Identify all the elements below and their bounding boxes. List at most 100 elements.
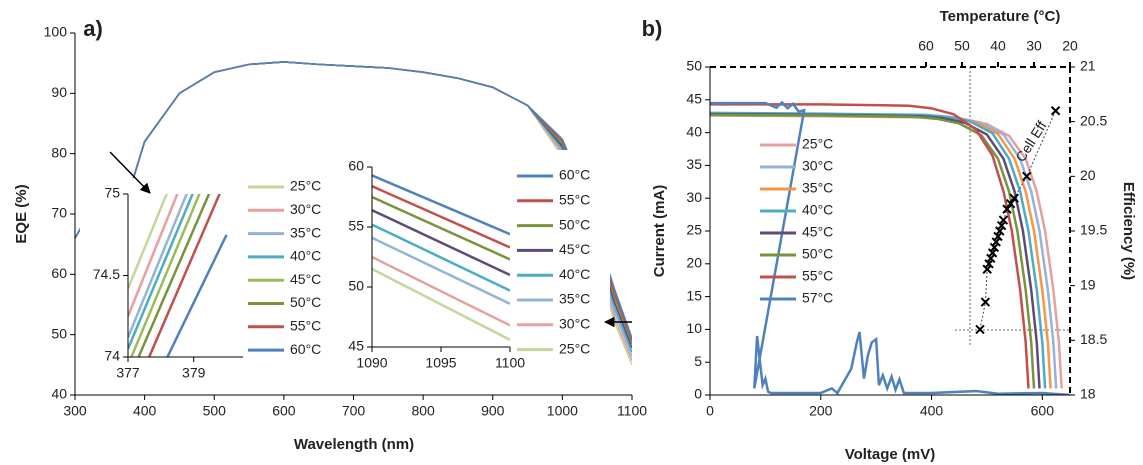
series-line	[128, 194, 188, 338]
x-tick-label: 500	[203, 403, 227, 419]
series-line	[128, 194, 168, 290]
arrow	[109, 151, 151, 194]
y-tick-label: 74	[104, 348, 120, 364]
x-tick-label: 800	[411, 403, 435, 419]
x-tick-label: 379	[182, 365, 206, 381]
panel-b: Cell Eff 0 200 400 600 0 5 10 15 20 25 30 35 40 45 50 18…	[642, 8, 1137, 463]
legend-label: 50°C	[802, 246, 833, 262]
x-tick-label: 1090	[356, 355, 387, 371]
panel-label: a)	[83, 16, 103, 41]
series-line	[710, 100, 1070, 395]
x2-axis-label: Temperature (°C)	[940, 8, 1061, 25]
legend-label: 50°C	[559, 216, 590, 232]
legend-label: 40°C	[559, 266, 590, 282]
series-line	[372, 223, 510, 292]
x-tick-label: 1100	[495, 355, 525, 371]
series-line	[372, 267, 510, 341]
y2-tick-label: 21	[1080, 58, 1096, 74]
legend-label: 45°C	[559, 241, 590, 257]
y-tick-label: 5	[694, 353, 702, 369]
legend-label: 55°C	[290, 318, 321, 334]
y-tick-label: 50	[348, 278, 364, 294]
x-tick-label: 400	[920, 403, 944, 419]
series-line	[128, 194, 179, 317]
y-tick-label: 20	[686, 255, 702, 271]
x-tick-label: 0	[706, 403, 714, 419]
inset-ii: 1090 1095 1100 45 50 55 60 60°C 55°C 50°C 45°C 40°C…	[348, 158, 590, 371]
series-line	[137, 194, 211, 357]
panel-label: b)	[642, 16, 663, 41]
y-tick-label: 40	[51, 386, 67, 402]
legend-label: 35°C	[290, 224, 321, 240]
y-tick-label: 100	[44, 24, 68, 40]
series-line	[710, 111, 1047, 389]
series-line	[710, 103, 1030, 389]
efficiency-point	[989, 242, 1000, 253]
y-tick-label: 0	[694, 386, 702, 402]
legend-label: 50°C	[290, 294, 321, 310]
legend-label: 25°C	[559, 340, 590, 356]
series-line	[372, 209, 510, 277]
series-line	[130, 194, 201, 357]
y-tick-label: 35	[686, 156, 702, 172]
x-tick-label: 1000	[547, 403, 578, 419]
x-axis-label: Voltage (mV)	[845, 446, 936, 463]
x2-tick-label: 20	[1062, 38, 1078, 54]
x-tick-label: 700	[342, 403, 366, 419]
legend-label: 35°C	[802, 180, 833, 196]
y-tick-label: 40	[686, 123, 702, 139]
legend-label: 40°C	[290, 248, 321, 264]
legend-label: 30°C	[559, 316, 590, 332]
efficiency-point	[991, 237, 1001, 247]
y-axis-label: Current (mA)	[651, 185, 668, 278]
y2-axis-label: Efficiency (%)	[1120, 182, 1137, 280]
efficiency-point	[995, 226, 1005, 236]
efficiency-point	[1050, 106, 1061, 116]
series-line	[166, 234, 228, 357]
trend-line	[979, 110, 1057, 330]
y2-tick-label: 18.5	[1080, 331, 1107, 347]
x2-tick-label: 50	[954, 38, 970, 54]
x-tick-label: 600	[272, 403, 296, 419]
x-tick-label: 900	[481, 403, 505, 419]
y-tick-label: 15	[686, 287, 702, 303]
series-line	[372, 236, 510, 305]
legend-label: 30°C	[290, 201, 321, 217]
y-tick-label: 45	[348, 338, 364, 354]
x-tick-label: 400	[133, 403, 157, 419]
x-tick-label: 1100	[617, 403, 647, 419]
y-tick-label: 60	[348, 158, 364, 174]
plot-area	[372, 174, 510, 341]
series-annotation: Cell Eff	[1012, 118, 1049, 165]
y-tick-label: 70	[51, 205, 67, 221]
legend-label: 60°C	[559, 167, 590, 183]
y-tick-label: 50	[51, 325, 67, 341]
efficiency-point	[996, 220, 1007, 231]
y-tick-label: 25	[686, 222, 702, 238]
legend-label: 45°C	[290, 271, 321, 287]
legend-label: 40°C	[802, 202, 833, 218]
y-tick-label: 45	[686, 91, 702, 107]
y2-tick-label: 18	[1080, 386, 1096, 402]
efficiency-point	[975, 324, 985, 335]
efficiency-point	[1002, 204, 1012, 214]
y-tick-label: 60	[51, 265, 67, 281]
legend-label: 55°C	[802, 268, 833, 284]
series-line	[372, 195, 510, 261]
y2-tick-label: 19	[1080, 276, 1096, 292]
efficiency-point	[987, 248, 998, 258]
series-line	[147, 194, 221, 357]
efficiency-point	[1005, 198, 1016, 209]
x-tick-label: 600	[1031, 403, 1055, 419]
y-tick-label: 55	[348, 218, 364, 234]
y-tick-label: 30	[686, 189, 702, 205]
legend-label: 25°C	[802, 136, 833, 152]
efficiency-point	[1009, 193, 1019, 203]
y2-tick-label: 19.5	[1080, 222, 1107, 238]
x2-tick-label: 40	[990, 38, 1006, 54]
x-tick-label: 1095	[425, 355, 456, 371]
x2-tick-label: 30	[1026, 38, 1042, 54]
efficiency-point	[984, 259, 994, 269]
